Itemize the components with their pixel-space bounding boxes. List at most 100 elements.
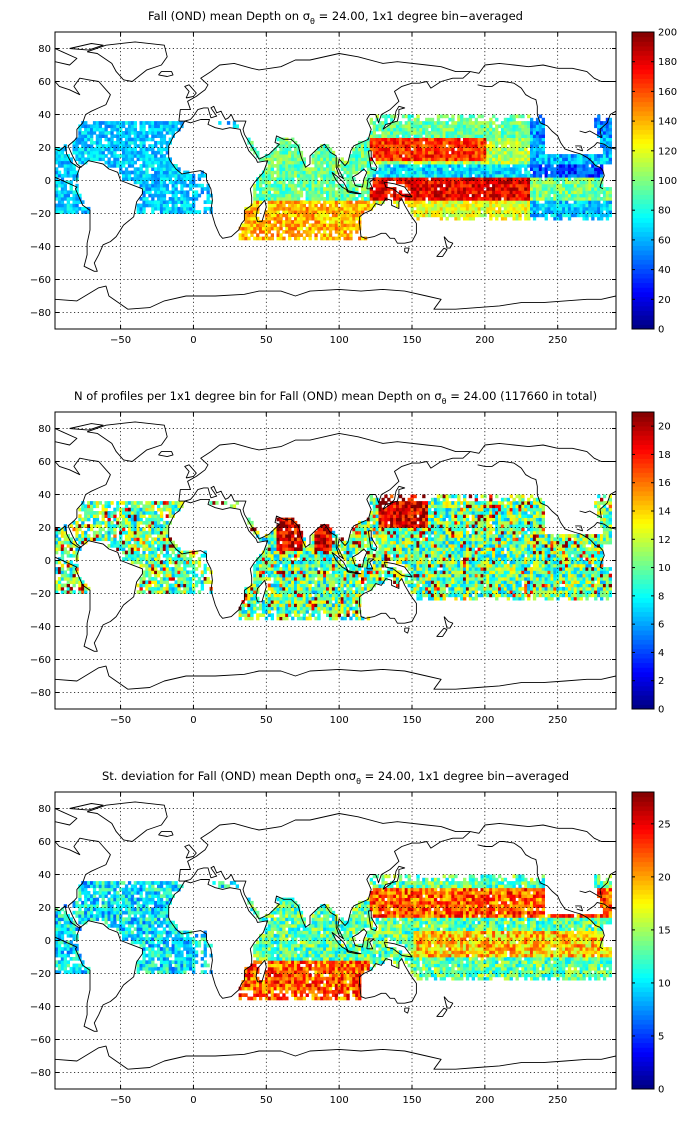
heatmap-cell bbox=[133, 514, 138, 518]
heatmap-cell bbox=[119, 147, 123, 152]
coastline bbox=[579, 110, 616, 139]
heatmap-cell bbox=[346, 173, 350, 178]
heatmap-cell bbox=[439, 173, 444, 178]
heatmap-cell bbox=[171, 583, 175, 588]
heatmap-cell bbox=[78, 154, 82, 158]
heatmap-cell bbox=[331, 236, 336, 241]
heatmap-cell bbox=[308, 193, 312, 198]
heatmap-cell bbox=[597, 131, 601, 135]
heatmap-cell bbox=[372, 150, 377, 155]
heatmap-cell bbox=[192, 560, 196, 565]
heatmap-cell bbox=[261, 560, 266, 565]
heatmap-cell bbox=[276, 233, 280, 237]
heatmap-cell bbox=[206, 197, 210, 201]
heatmap-cell bbox=[75, 524, 79, 528]
heatmap-cell bbox=[532, 131, 537, 135]
heatmap-cell bbox=[605, 216, 610, 221]
heatmap-cell bbox=[259, 200, 263, 204]
heatmap-cell bbox=[57, 193, 62, 198]
heatmap-cell bbox=[387, 140, 391, 145]
heatmap-cell bbox=[428, 154, 432, 158]
heatmap-cell bbox=[186, 200, 190, 204]
heatmap-cell bbox=[189, 560, 193, 565]
heatmap-cell bbox=[101, 507, 105, 512]
heatmap-cell bbox=[372, 137, 377, 142]
heatmap-cell bbox=[597, 121, 601, 125]
heatmap-cell bbox=[457, 173, 461, 178]
heatmap-cell bbox=[605, 154, 610, 158]
heatmap-cell bbox=[419, 140, 423, 145]
heatmap-cell bbox=[538, 157, 543, 162]
heatmap-cell bbox=[247, 603, 251, 608]
heatmap-cell bbox=[361, 190, 365, 195]
heatmap-cell bbox=[521, 193, 525, 198]
heatmap-cell bbox=[55, 183, 59, 188]
heatmap-cell bbox=[130, 534, 135, 538]
heatmap-cell bbox=[328, 233, 333, 237]
heatmap-cell bbox=[259, 603, 263, 608]
heatmap-cell bbox=[256, 187, 260, 191]
heatmap-cell bbox=[60, 544, 65, 548]
heatmap-cell bbox=[474, 127, 479, 132]
heatmap-cell bbox=[477, 134, 481, 138]
heatmap-cell bbox=[565, 213, 569, 218]
heatmap-cell bbox=[247, 206, 251, 211]
heatmap-cell bbox=[145, 557, 149, 561]
heatmap-cell bbox=[422, 206, 426, 211]
heatmap-cell bbox=[509, 190, 513, 195]
heatmap-cell bbox=[463, 190, 467, 195]
heatmap-cell bbox=[387, 114, 391, 119]
heatmap-cell bbox=[518, 127, 522, 132]
heatmap-cell bbox=[285, 164, 289, 168]
heatmap-cell bbox=[276, 216, 280, 221]
heatmap-cell bbox=[148, 154, 152, 158]
heatmap-cell bbox=[294, 160, 298, 165]
heatmap-cell bbox=[259, 606, 263, 611]
heatmap-cell bbox=[72, 577, 76, 581]
heatmap-cell bbox=[90, 514, 94, 518]
heatmap-cell bbox=[608, 206, 613, 211]
heatmap-cell bbox=[597, 127, 601, 132]
heatmap-cell bbox=[302, 223, 307, 228]
heatmap-cell bbox=[591, 170, 595, 175]
heatmap-cell bbox=[465, 193, 470, 198]
heatmap-cell bbox=[605, 147, 610, 152]
heatmap-cell bbox=[340, 220, 344, 224]
heatmap-cell bbox=[107, 504, 111, 509]
heatmap-cell bbox=[180, 121, 184, 125]
heatmap-cell bbox=[302, 177, 307, 181]
heatmap-cell bbox=[250, 524, 254, 528]
heatmap-cell bbox=[171, 167, 175, 171]
heatmap-cell bbox=[591, 164, 595, 168]
heatmap-cell bbox=[588, 200, 592, 204]
heatmap-cell bbox=[532, 216, 537, 221]
heatmap-cell bbox=[439, 150, 444, 155]
heatmap-cell bbox=[151, 177, 155, 181]
colorbar-segment bbox=[632, 124, 654, 130]
heatmap-cell bbox=[544, 197, 548, 201]
heatmap-cell bbox=[416, 206, 420, 211]
heatmap-cell bbox=[256, 606, 260, 611]
heatmap-cell bbox=[81, 157, 85, 162]
heatmap-cell bbox=[474, 200, 479, 204]
heatmap-cell bbox=[107, 537, 111, 542]
heatmap-cell bbox=[305, 226, 309, 231]
heatmap-cell bbox=[256, 226, 260, 231]
heatmap-cell bbox=[101, 537, 105, 542]
heatmap-cell bbox=[206, 183, 210, 188]
heatmap-cell bbox=[355, 164, 359, 168]
heatmap-cell bbox=[600, 216, 604, 221]
heatmap-cell bbox=[498, 173, 502, 178]
heatmap-cell bbox=[349, 183, 353, 188]
heatmap-cell bbox=[422, 167, 426, 171]
heatmap-cell bbox=[597, 160, 601, 165]
heatmap-cell bbox=[57, 150, 62, 155]
heatmap-cell bbox=[340, 230, 344, 234]
heatmap-cell bbox=[430, 144, 435, 148]
heatmap-cell bbox=[521, 154, 525, 158]
heatmap-cell bbox=[90, 524, 94, 528]
heatmap-cell bbox=[66, 203, 71, 208]
heatmap-cell bbox=[302, 230, 307, 234]
heatmap-cell bbox=[515, 170, 519, 175]
